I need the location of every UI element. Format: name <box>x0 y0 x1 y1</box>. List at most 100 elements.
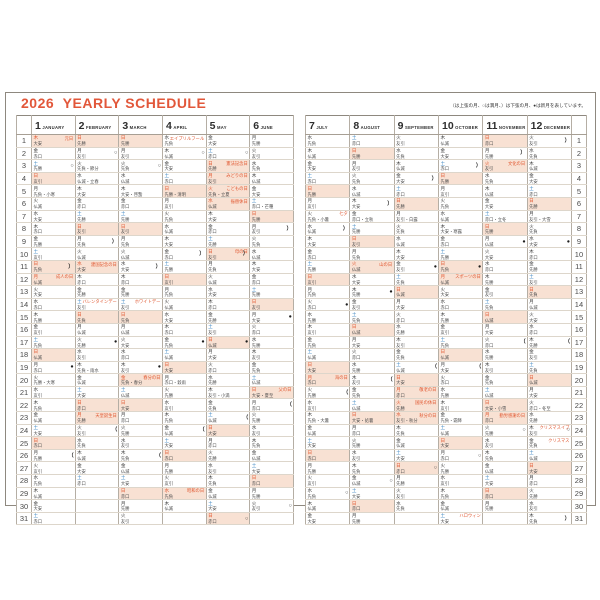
day-number: 9 <box>16 234 32 249</box>
rokuyo-text: 赤口 <box>529 191 538 197</box>
rokuyo-text: 赤口 <box>77 481 86 487</box>
day-cell-3-14: 土 ホワイトデー 友引 <box>118 297 163 312</box>
weekday-kanji: 日 <box>351 324 357 330</box>
day-number: 17 <box>16 335 32 350</box>
day-cell-9-17: 木友引 <box>393 335 439 350</box>
day-cell-5-31: 日赤口 ○ <box>205 511 251 526</box>
holiday-label: みどりの日 <box>226 173 248 179</box>
rokuyo-text: 大安 <box>529 178 538 184</box>
empty-cell <box>74 486 120 501</box>
day-number: 7 <box>570 209 587 224</box>
rokuyo-text: 先勝 <box>164 393 174 399</box>
day-cell-7-14: 火赤口 ● <box>304 297 351 312</box>
weekday-kanji: 日 <box>484 223 490 229</box>
rokuyo-text: 友引 <box>208 178 217 184</box>
holiday-label: 七夕 <box>339 211 348 217</box>
day-cell-4-4: 土赤口 <box>161 171 207 186</box>
day-cell-6-27: 土大安 <box>249 461 294 476</box>
day-cell-9-6: 日先勝 <box>393 196 439 211</box>
rokuyo-text: 仏滅 <box>396 443 405 449</box>
month-name: JULY <box>316 125 328 130</box>
rokuyo-text: 大安 <box>396 304 405 310</box>
weekday-kanji: 土 <box>440 248 446 254</box>
day-cell-3-10: 火仏滅 <box>118 247 163 261</box>
weekday-kanji: 火 <box>307 299 313 305</box>
day-cell-8-25: 火先勝 <box>349 436 395 450</box>
day-cell-5-17: 日仏滅 ● <box>205 335 251 350</box>
rokuyo-text: 先勝 <box>351 292 361 298</box>
rokuyo-text: 先勝 <box>351 519 361 525</box>
day-cell-10-10: 土先勝 <box>437 247 484 261</box>
day-cell-4-6: 月友引 <box>161 196 207 211</box>
rokuyo-text: 赤口・立秋 <box>351 216 374 222</box>
weekday-kanji: 木 <box>77 185 82 191</box>
weekday-kanji: 月 <box>251 488 257 494</box>
day-cell-4-20: 月赤口・穀雨 <box>161 373 207 387</box>
rokuyo-text: 先勝 <box>120 292 130 298</box>
moon-phase-icon: （ <box>387 377 393 384</box>
moon-phase-icon: ● <box>201 339 205 346</box>
rokuyo-text: 友引 <box>484 367 494 373</box>
day-cell-12-16: 水赤口 <box>526 322 572 337</box>
day-cell-10-29: 木先負 <box>437 486 484 501</box>
rokuyo-text: 大安 <box>208 355 217 361</box>
weekday-kanji: 木 <box>208 299 213 305</box>
day-cell-11-6: 金大安 <box>482 196 528 211</box>
day-number: 15 <box>570 310 587 324</box>
rokuyo-text: 先負 <box>351 317 361 323</box>
weekday-kanji: 日 <box>307 362 313 368</box>
weekday-kanji: 日 <box>33 437 39 443</box>
rokuyo-text: 大安 <box>484 481 494 487</box>
rokuyo-text: 仏滅 <box>164 304 174 310</box>
day-cell-11-17: 火赤口 （ <box>482 335 528 350</box>
day-cell-11-18: 水先勝 <box>482 348 528 362</box>
rokuyo-text: 先勝 <box>251 493 261 499</box>
day-cell-12-1: 火友引 ） <box>526 134 572 148</box>
weekday-kanji: 日 <box>251 475 257 481</box>
day-cell-2-23: 月 天皇誕生日 先勝 <box>74 411 120 425</box>
weekday-kanji: 火 <box>251 147 257 153</box>
rokuyo-text: 先負 <box>164 216 174 222</box>
day-cell-7-11: 土先勝 <box>304 259 351 274</box>
weekday-kanji: 土 <box>484 387 490 393</box>
day-cell-7-22: 水友引 <box>304 398 351 413</box>
rokuyo-text: 仏滅 <box>33 204 43 210</box>
weekday-kanji: 水 <box>440 210 446 216</box>
rokuyo-text: 仏滅 <box>484 317 494 323</box>
weekday-kanji: 水 <box>351 362 357 368</box>
day-cell-10-20: 火赤口 <box>437 373 484 387</box>
day-cell-1-5: 月先負・小寒 <box>31 184 76 198</box>
weekday-kanji: 月 <box>396 475 401 481</box>
day-cell-7-7: 火 七夕 先負・小暑 <box>304 209 351 224</box>
rokuyo-text: 先勝 <box>396 204 405 210</box>
rokuyo-text: 先負 <box>440 493 450 499</box>
calendar-right-page: 7 JULY 8 AUGUST 9 SEPTEMBER 10 OCTOBER 11 NOVEMBE… <box>304 115 587 526</box>
day-cell-8-31: 月先勝 <box>349 511 395 526</box>
day-cell-7-29: 水先負 ○ <box>304 486 351 501</box>
weekday-kanji: 月 <box>351 336 357 342</box>
weekday-kanji: 木 <box>208 475 213 481</box>
day-cell-10-13: 火大安 <box>437 285 484 299</box>
holiday-label: 振替休日 <box>230 198 248 204</box>
day-cell-6-30: 火友引 ○ <box>249 499 294 513</box>
rokuyo-text: 先負 <box>351 178 361 184</box>
rokuyo-text: 友引 <box>396 267 405 273</box>
moon-phase-icon: ） <box>564 137 570 144</box>
day-cell-7-30: 木仏滅 <box>304 499 351 513</box>
day-number: 30 <box>570 499 587 513</box>
weekday-kanji: 水 <box>396 412 401 418</box>
day-cell-7-27: 月先勝 <box>304 461 351 476</box>
day-cell-1-8: 木赤口 <box>31 222 76 236</box>
rokuyo-text: 仏滅 <box>33 493 43 499</box>
weekday-kanji: 水 <box>307 488 313 494</box>
day-cell-12-3: 木仏滅 <box>526 159 572 173</box>
weekday-kanji: 水 <box>164 311 170 317</box>
holiday-label: クリスマス <box>548 437 570 443</box>
weekday-kanji: 木 <box>351 286 357 292</box>
rokuyo-text: 大安 <box>440 292 450 298</box>
weekday-kanji: 金 <box>440 147 446 153</box>
month-header-may: 5 MAY <box>205 115 251 135</box>
day-cell-4-25: 土大安 <box>161 436 207 450</box>
weekday-kanji: 日 <box>307 450 313 456</box>
